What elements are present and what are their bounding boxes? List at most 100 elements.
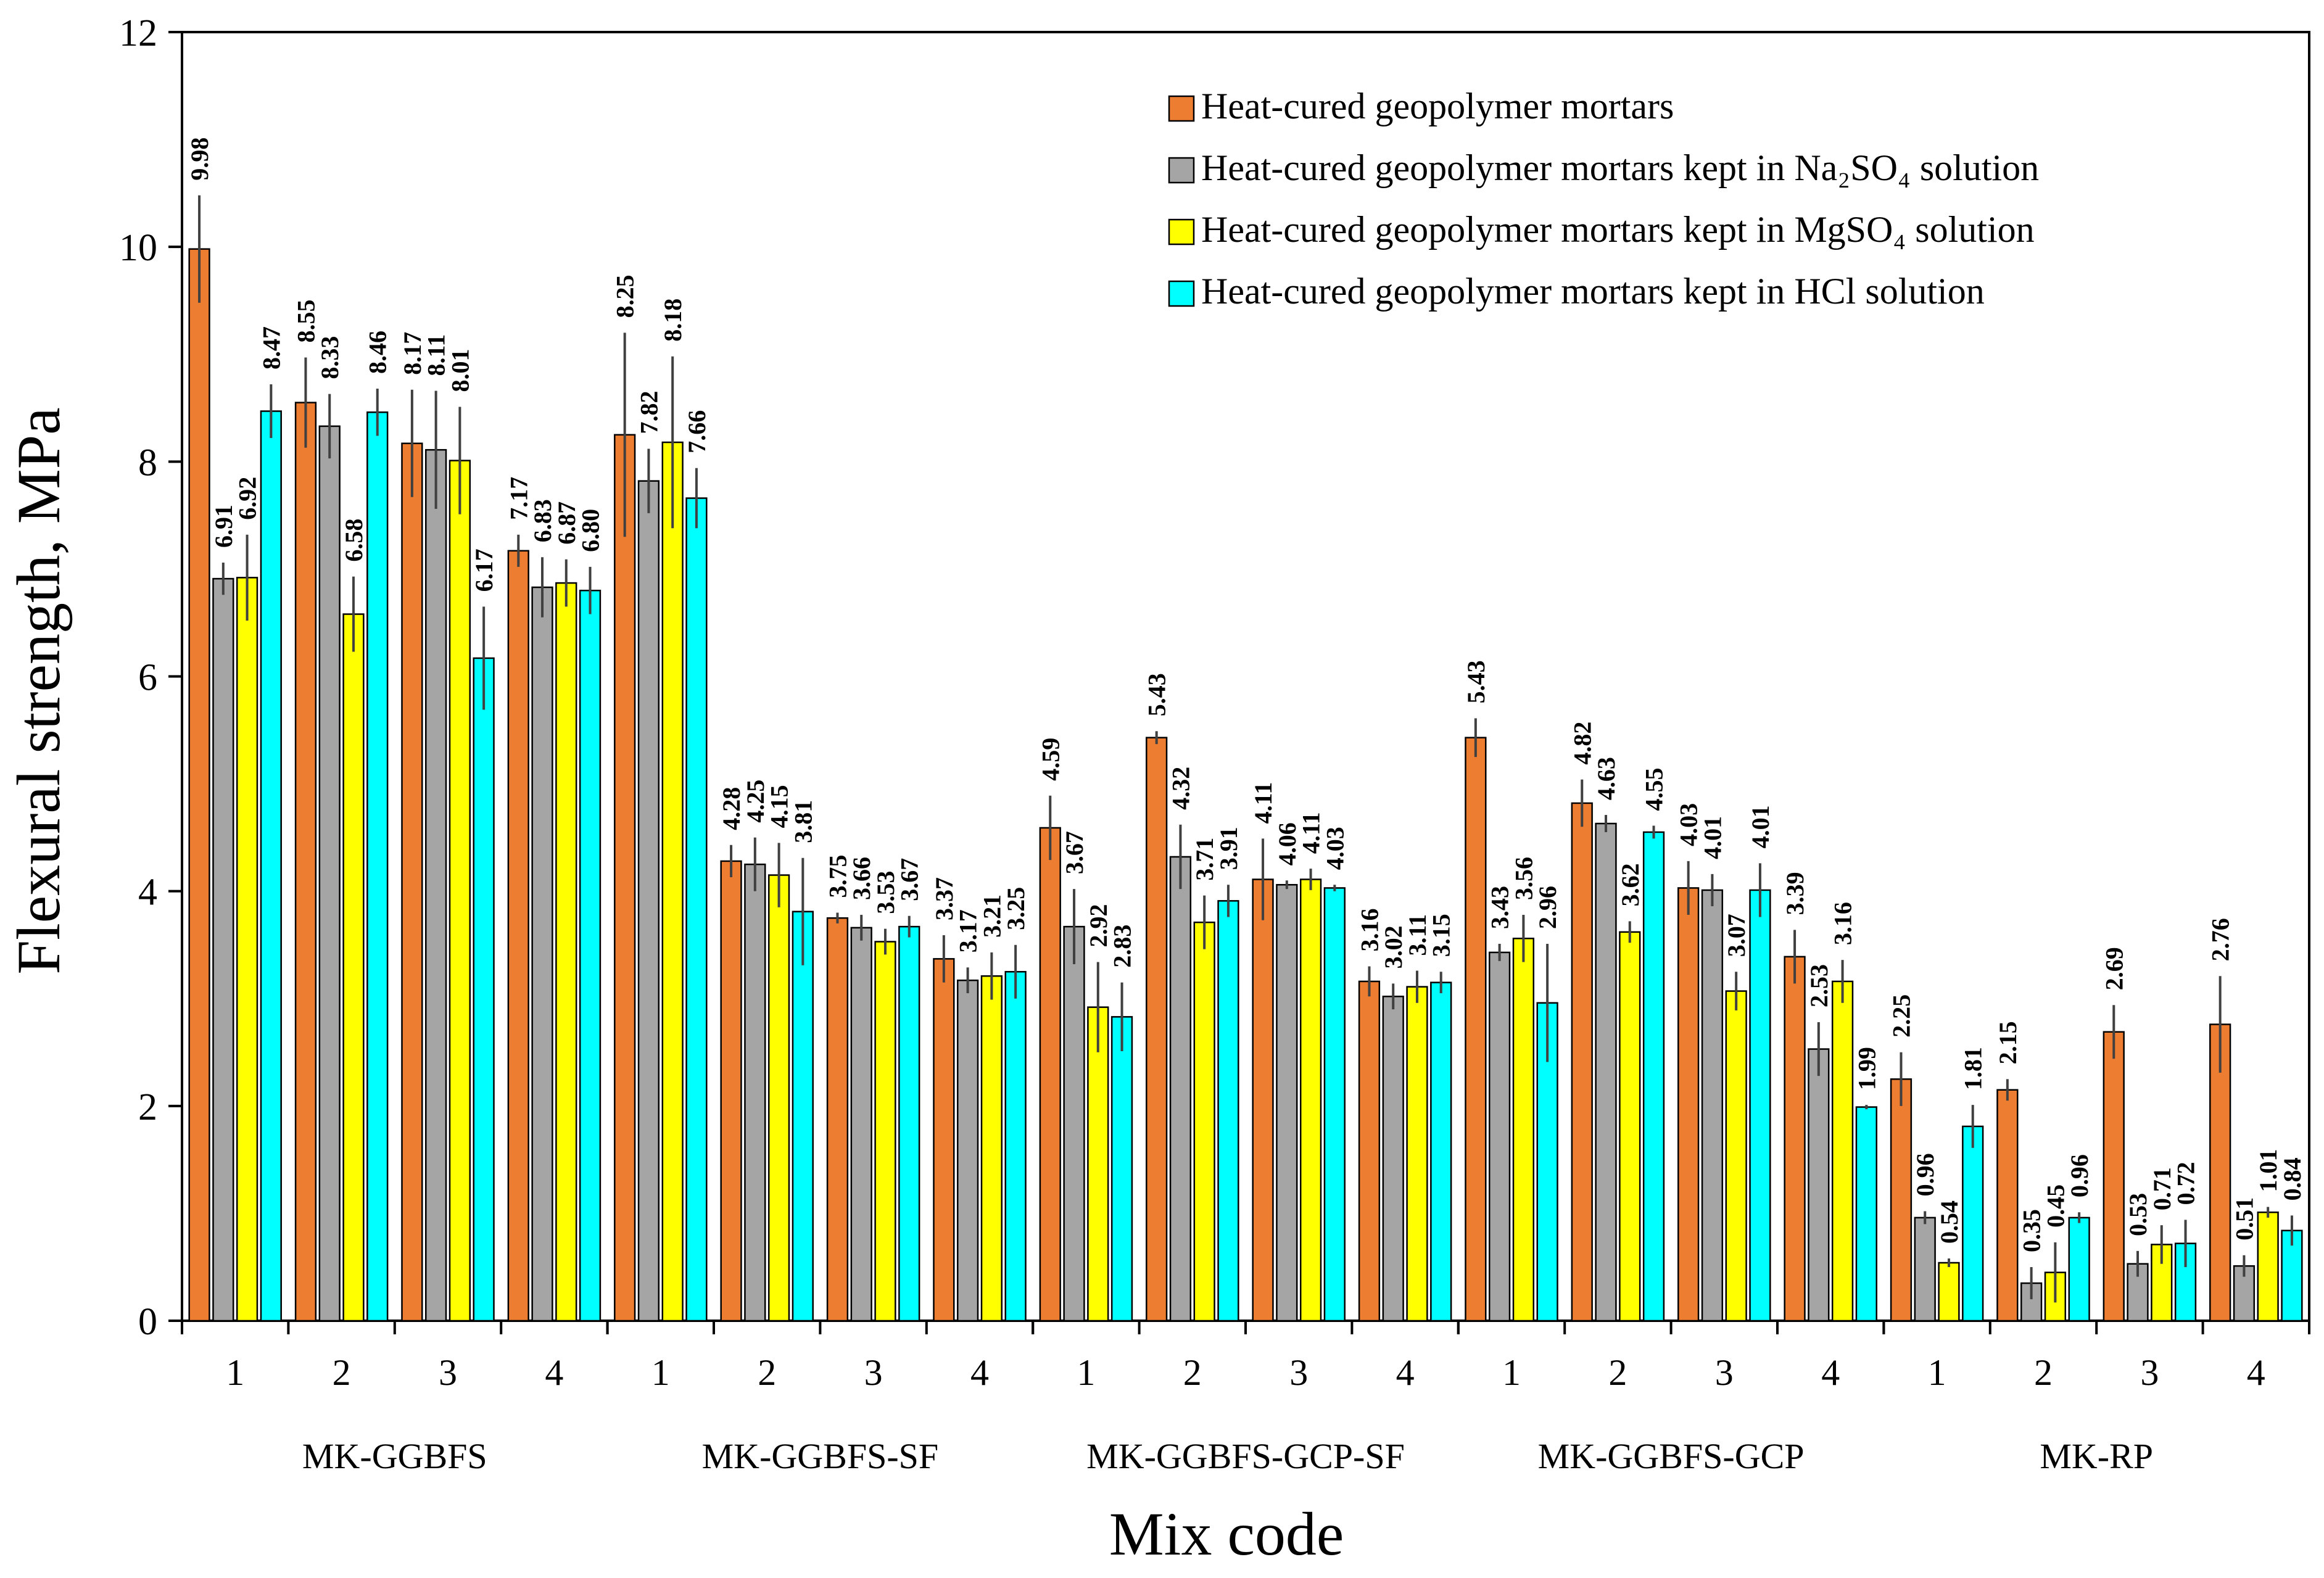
bar (826, 917, 849, 1322)
x-tick-label: 3 (1289, 1352, 1308, 1393)
data-label: 6.92 (234, 477, 262, 520)
x-tick-label: 1 (1077, 1352, 1095, 1393)
bar (1749, 889, 1771, 1322)
data-label: 6.17 (470, 548, 498, 592)
bar (1430, 981, 1452, 1322)
bar (342, 613, 365, 1322)
bar (531, 586, 553, 1322)
bar (1252, 878, 1274, 1322)
data-label: 0.45 (2041, 1184, 2069, 1228)
data-label: 2.53 (1805, 964, 1833, 1007)
x-tick-label: 3 (2140, 1352, 2159, 1393)
data-label: 4.11 (1297, 812, 1325, 854)
x-tick-label: 2 (333, 1352, 351, 1393)
data-label: 4.55 (1640, 767, 1668, 811)
y-tick-label: 0 (138, 1301, 157, 1343)
bar (1512, 938, 1535, 1322)
data-label: 1.01 (2254, 1149, 2282, 1192)
bar (850, 927, 872, 1322)
bar (1087, 1006, 1109, 1322)
bar (1996, 1089, 2019, 1322)
data-label: 2.96 (1534, 886, 1561, 929)
bar (720, 860, 742, 1322)
bar (1169, 856, 1192, 1322)
data-label: 0.84 (2278, 1157, 2306, 1200)
data-label: 3.39 (1781, 872, 1809, 915)
x-tick-label: 3 (439, 1352, 457, 1393)
legend-entry: Heat-cured geopolymer mortars (1201, 86, 1674, 126)
bar (1063, 925, 1085, 1322)
data-label: 3.75 (824, 854, 851, 898)
data-label: 3.02 (1379, 925, 1407, 969)
group-label: MK-GGBFS-SF (702, 1436, 939, 1476)
data-label: 4.63 (1592, 757, 1620, 800)
bar (1465, 737, 1487, 1322)
bar (874, 941, 896, 1322)
bar (614, 434, 636, 1322)
bar (1358, 980, 1381, 1322)
x-tick-label: 1 (651, 1352, 670, 1393)
x-tick-label: 1 (226, 1352, 244, 1393)
data-label: 8.17 (399, 332, 426, 375)
data-label: 0.71 (2148, 1167, 2176, 1210)
bar (188, 248, 210, 1322)
bar (1488, 951, 1511, 1322)
data-label: 3.43 (1486, 886, 1514, 929)
x-axis: 1 2 3 4 MK-GGBFS 1 2 3 4 MK-GGBFS-SF 1 2 3 4 MK-GGBFS-… (181, 1321, 2310, 1476)
data-label: 4.28 (717, 787, 745, 830)
data-label: 8.55 (292, 299, 320, 342)
data-label: 8.47 (257, 326, 285, 370)
data-label: 2.76 (2207, 918, 2235, 961)
data-label: 0.51 (2230, 1197, 2258, 1241)
data-label: 9.98 (186, 138, 213, 181)
bar (1299, 878, 1322, 1322)
data-label: 5.43 (1143, 673, 1171, 716)
x-tick-label: 4 (1821, 1352, 1840, 1393)
data-label: 3.67 (896, 858, 924, 901)
data-label: 3.21 (978, 894, 1006, 938)
x-axis-label: Mix code (1109, 1500, 1344, 1568)
bar (1938, 1262, 1960, 1322)
bar (1808, 1048, 1830, 1322)
bar (260, 410, 282, 1322)
x-tick-label: 1 (1928, 1352, 1946, 1393)
data-label: 0.96 (2066, 1154, 2093, 1197)
data-label: 4.15 (766, 785, 793, 828)
bar (1831, 980, 1854, 1322)
x-tick-label: 2 (2034, 1352, 2053, 1393)
group-label: MK-GGBFS-GCP (1538, 1436, 1805, 1476)
legend-swatch (1168, 157, 1195, 184)
y-tick-label: 12 (119, 12, 157, 54)
data-label: 2.69 (2100, 947, 2128, 990)
data-label: 8.18 (659, 299, 687, 342)
data-label: 3.53 (872, 871, 899, 914)
bar (956, 979, 979, 1322)
bar (318, 425, 341, 1322)
data-label: 0.72 (2172, 1162, 2200, 1205)
bar (1642, 831, 1665, 1322)
bar (1701, 889, 1724, 1322)
data-label: 1.81 (1959, 1047, 1987, 1090)
bar (1962, 1125, 1984, 1322)
y-axis-label: Flexural strength, MPa (4, 407, 73, 974)
data-label: 2.25 (1887, 994, 1915, 1038)
data-label: 0.96 (1911, 1153, 1939, 1196)
y-axis: 0 2 4 6 8 10 12 (119, 12, 182, 1343)
data-label: 0.54 (1935, 1200, 1963, 1244)
data-label: 6.58 (340, 519, 368, 562)
data-label: 7.17 (505, 477, 532, 520)
x-tick-label: 2 (758, 1352, 776, 1393)
data-label: 4.32 (1167, 767, 1194, 810)
data-label: 2.92 (1085, 904, 1112, 948)
x-tick-label: 4 (1396, 1352, 1415, 1393)
bar (1110, 1016, 1133, 1322)
data-label: 2.83 (1109, 925, 1136, 968)
bar (579, 589, 602, 1322)
data-label: 3.15 (1428, 914, 1455, 957)
data-label: 3.56 (1510, 857, 1537, 900)
data-label: 4.59 (1036, 738, 1064, 781)
data-label: 3.71 (1191, 838, 1218, 881)
bar (212, 577, 234, 1322)
bar (980, 975, 1003, 1322)
